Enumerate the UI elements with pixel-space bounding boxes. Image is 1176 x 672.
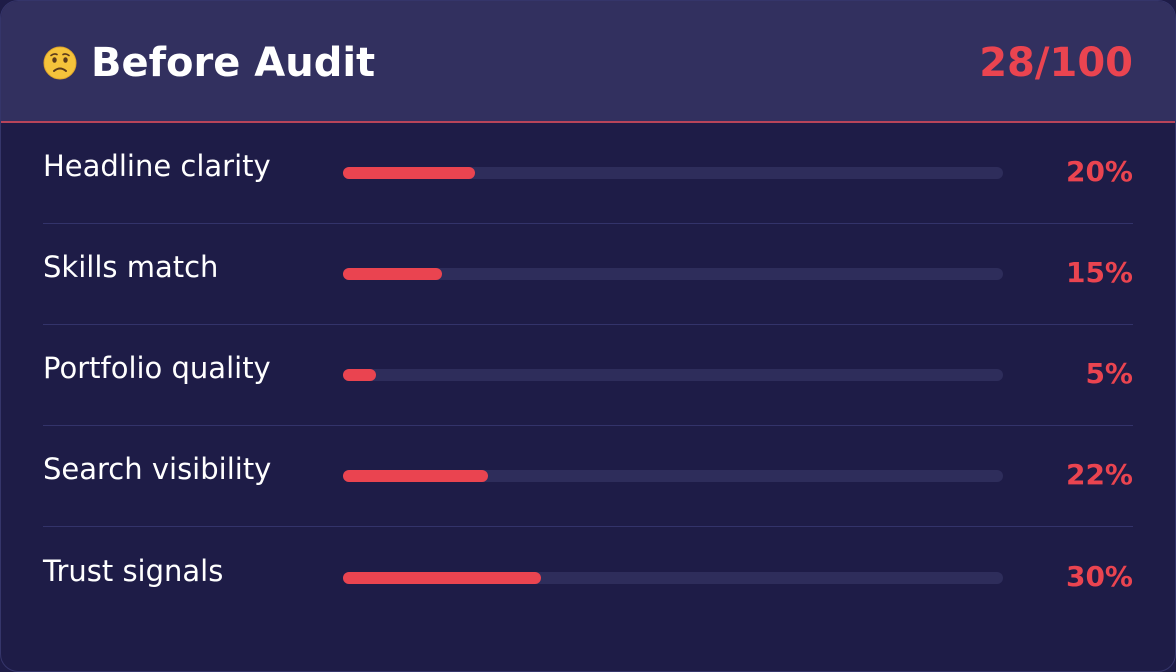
metric-value: 30%: [1065, 559, 1133, 593]
metric-label: Portfolio quality: [43, 350, 271, 385]
progress-track: [343, 167, 1003, 179]
metric-label: Headline clarity: [43, 148, 271, 183]
metric-row: Headline clarity 20%: [43, 123, 1133, 224]
metric-value: 22%: [1065, 458, 1133, 491]
progress-track: [343, 571, 1003, 584]
progress-fill: [343, 369, 376, 381]
total-score: 28/100: [979, 40, 1133, 86]
card-title: Before Audit: [91, 40, 376, 86]
progress-fill: [343, 268, 442, 280]
metric-label: Skills match: [43, 249, 219, 284]
metric-label: Search visibility: [43, 451, 272, 486]
metric-list: Headline clarity 20% Skills match 15% Po…: [43, 123, 1133, 628]
metric-row: Search visibility 22%: [43, 426, 1133, 527]
progress-track: [343, 268, 1003, 280]
worried-face-icon: [43, 46, 77, 80]
progress-track: [343, 369, 1003, 381]
progress-track: [343, 470, 1003, 482]
metric-row: Skills match 15%: [43, 224, 1133, 325]
card-header: Before Audit 28/100: [1, 1, 1175, 123]
metric-label: Trust signals: [43, 553, 224, 588]
progress-fill: [343, 571, 541, 584]
metric-value: 20%: [1065, 155, 1133, 188]
metric-row: Portfolio quality 5%: [43, 325, 1133, 426]
metric-value: 15%: [1065, 256, 1133, 289]
progress-fill: [343, 470, 489, 482]
progress-fill: [343, 167, 475, 179]
metric-row: Trust signals 30%: [43, 527, 1133, 628]
metric-value: 5%: [1085, 357, 1133, 390]
